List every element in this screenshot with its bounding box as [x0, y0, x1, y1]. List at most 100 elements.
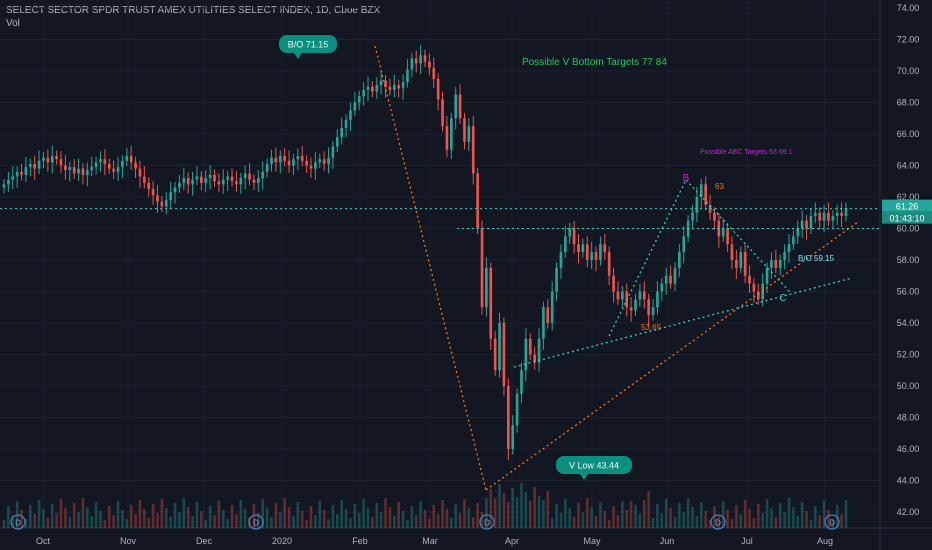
- candle-body[interactable]: [555, 267, 558, 292]
- candle-body[interactable]: [581, 244, 585, 253]
- candle-body[interactable]: [406, 69, 409, 83]
- candle-body[interactable]: [318, 159, 322, 163]
- candle-body[interactable]: [200, 176, 203, 183]
- candle-body[interactable]: [195, 176, 199, 180]
- candle-body[interactable]: [64, 165, 67, 171]
- candle-body[interactable]: [822, 212, 826, 221]
- candle-body[interactable]: [160, 201, 164, 207]
- candle-body[interactable]: [37, 160, 41, 169]
- candle-body[interactable]: [208, 174, 212, 179]
- candle-body[interactable]: [713, 212, 716, 221]
- candle-body[interactable]: [265, 163, 269, 172]
- candle-body[interactable]: [129, 156, 133, 163]
- candle-body[interactable]: [726, 228, 729, 245]
- candle-body[interactable]: [335, 137, 339, 147]
- candle-body[interactable]: [226, 176, 229, 180]
- candle-body[interactable]: [647, 299, 650, 316]
- bo-top-callout-bubble[interactable]: [279, 35, 337, 53]
- trendline-support[interactable]: [513, 277, 853, 368]
- candle-body[interactable]: [204, 178, 208, 183]
- candle-body[interactable]: [528, 338, 532, 355]
- candle-body[interactable]: [660, 283, 664, 292]
- candle-body[interactable]: [143, 176, 146, 183]
- candle-body[interactable]: [603, 244, 607, 253]
- candle-body[interactable]: [792, 236, 795, 245]
- candle-body[interactable]: [796, 228, 800, 237]
- candle-body[interactable]: [107, 163, 111, 169]
- candle-body[interactable]: [384, 80, 387, 87]
- candle-body[interactable]: [164, 200, 168, 207]
- candle-body[interactable]: [371, 86, 374, 92]
- candle-body[interactable]: [151, 189, 155, 196]
- candle-body[interactable]: [173, 187, 177, 193]
- v-low-callout-bubble[interactable]: [556, 456, 632, 474]
- candle-body[interactable]: [28, 163, 32, 168]
- candle-body[interactable]: [559, 252, 563, 268]
- candle-body[interactable]: [379, 80, 383, 86]
- candle-body[interactable]: [704, 184, 707, 205]
- candle-body[interactable]: [669, 275, 672, 284]
- dividend-marker[interactable]: [248, 514, 264, 530]
- candle-body[interactable]: [423, 55, 427, 62]
- candle-body[interactable]: [449, 118, 453, 150]
- candle-body[interactable]: [436, 78, 440, 100]
- candle-body[interactable]: [353, 102, 357, 111]
- candle-body[interactable]: [309, 165, 313, 169]
- candle-body[interactable]: [805, 220, 808, 229]
- candle-body[interactable]: [520, 370, 523, 394]
- candle-body[interactable]: [24, 167, 28, 175]
- candle-body[interactable]: [599, 244, 602, 260]
- candle-body[interactable]: [81, 168, 85, 175]
- candle-body[interactable]: [147, 182, 151, 190]
- candle-body[interactable]: [673, 267, 677, 284]
- candle-body[interactable]: [230, 176, 234, 182]
- candle-body[interactable]: [752, 283, 756, 292]
- candle-body[interactable]: [533, 354, 536, 363]
- candle-body[interactable]: [590, 252, 593, 260]
- candle-body[interactable]: [366, 86, 370, 90]
- candle-body[interactable]: [564, 236, 567, 253]
- candle-body[interactable]: [134, 162, 137, 169]
- trendline-decline[interactable]: [374, 45, 487, 491]
- candle-body[interactable]: [7, 179, 10, 185]
- candle-body[interactable]: [314, 162, 317, 169]
- candle-body[interactable]: [730, 244, 734, 260]
- candle-body[interactable]: [756, 291, 760, 300]
- candle-body[interactable]: [656, 291, 659, 308]
- candle-body[interactable]: [507, 386, 510, 449]
- candle-body[interactable]: [476, 173, 479, 229]
- candle-body[interactable]: [33, 163, 37, 169]
- candle-body[interactable]: [480, 228, 484, 308]
- candle-body[interactable]: [401, 82, 405, 89]
- candle-body[interactable]: [699, 184, 703, 197]
- candle-body[interactable]: [112, 168, 115, 172]
- candle-body[interactable]: [86, 170, 89, 175]
- candle-body[interactable]: [664, 275, 668, 284]
- candle-body[interactable]: [550, 291, 554, 324]
- candle-body[interactable]: [428, 61, 431, 68]
- candle-body[interactable]: [761, 283, 764, 300]
- candle-body[interactable]: [20, 171, 23, 175]
- candle-body[interactable]: [392, 85, 396, 90]
- candle-body[interactable]: [739, 252, 743, 268]
- candle-body[interactable]: [502, 323, 506, 386]
- candle-body[interactable]: [835, 212, 839, 216]
- candle-body[interactable]: [743, 252, 747, 276]
- candle-body[interactable]: [68, 167, 72, 171]
- dividend-marker[interactable]: [710, 514, 726, 530]
- abc-leg-bc[interactable]: [685, 179, 791, 293]
- candle-body[interactable]: [774, 260, 778, 268]
- candle-body[interactable]: [770, 260, 773, 268]
- candle-body[interactable]: [498, 323, 501, 371]
- candle-body[interactable]: [844, 208, 848, 216]
- candle-body[interactable]: [493, 338, 497, 371]
- candle-body[interactable]: [735, 260, 738, 268]
- candle-body[interactable]: [94, 162, 98, 168]
- candle-body[interactable]: [191, 179, 194, 185]
- candle-body[interactable]: [787, 244, 791, 253]
- candle-body[interactable]: [783, 252, 786, 260]
- candle-body[interactable]: [261, 171, 265, 179]
- candle-body[interactable]: [642, 291, 646, 300]
- candle-body[interactable]: [568, 228, 572, 237]
